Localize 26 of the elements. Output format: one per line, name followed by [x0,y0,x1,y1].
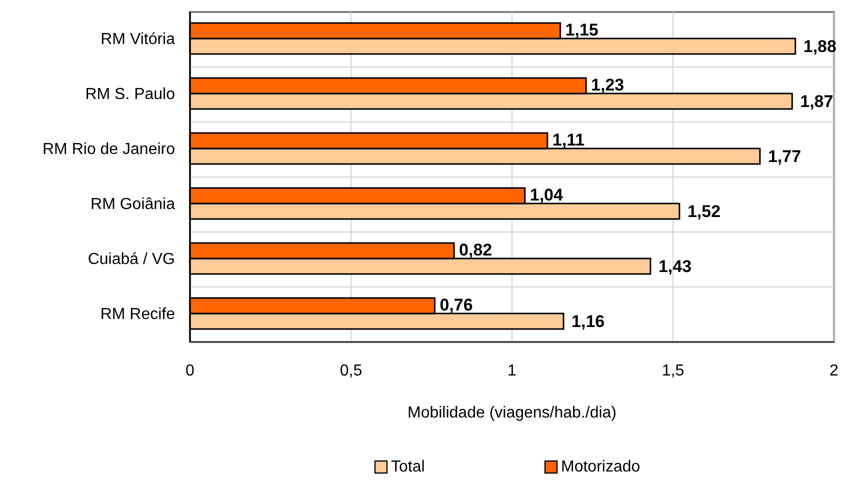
y-tick-label: RM Goiânia [90,196,176,213]
data-label: 1,43 [658,256,692,276]
data-label: 1,11 [552,130,585,150]
data-label: 1,16 [572,312,605,331]
y-tick-label: RM Rio de Janeiro [42,141,176,158]
legend-label: Total [391,458,425,476]
data-label: 0,82 [459,240,492,260]
legend-label: Motorizado [561,458,640,476]
data-label: 0,76 [440,295,473,314]
data-label: 1,77 [768,146,802,166]
data-label: 1,52 [687,202,721,221]
x-tick-label: 0 [186,362,195,380]
data-label: 1,04 [530,185,564,204]
data-label: 1,15 [565,20,598,40]
y-tick-label: RM Recife [100,306,176,323]
y-tick-label: Cuiabá / VG [88,251,175,268]
y-tick-label: RM S. Paulo [85,86,176,103]
x-tick-label: 1,5 [662,362,684,380]
x-tick-label: 0,5 [340,362,362,380]
x-tick-label: 1 [508,362,517,380]
x-tick-label: 2 [830,362,839,380]
x-axis-title: Mobilidade (viagens/hab./dia) [407,404,617,422]
data-label: 1,88 [803,36,836,56]
data-label: 1,87 [800,92,834,111]
data-label: 1,23 [591,75,624,94]
y-tick-label: RM Vitória [100,31,176,48]
